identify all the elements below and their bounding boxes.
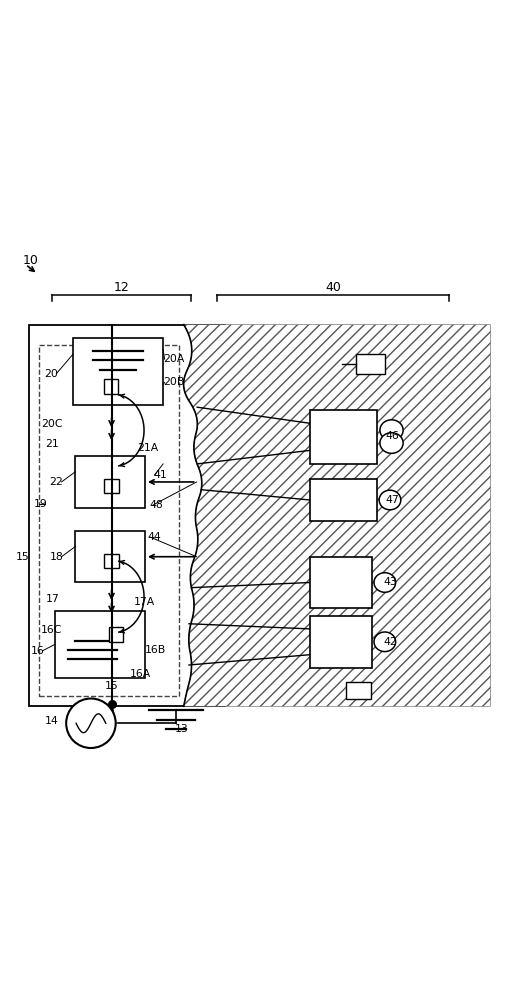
FancyBboxPatch shape [356,354,385,374]
Text: 17: 17 [45,594,59,604]
Circle shape [66,699,116,748]
FancyBboxPatch shape [55,611,145,678]
Ellipse shape [380,433,403,453]
Text: 20C: 20C [41,419,63,429]
FancyBboxPatch shape [104,479,119,493]
Text: 42: 42 [383,637,397,647]
Text: 40: 40 [325,281,341,294]
FancyBboxPatch shape [310,479,377,521]
FancyBboxPatch shape [109,627,124,642]
FancyBboxPatch shape [75,531,145,582]
Text: 46: 46 [386,431,400,441]
Text: 22: 22 [50,477,63,487]
Text: 20B: 20B [163,377,184,387]
FancyBboxPatch shape [73,338,163,405]
Text: 44: 44 [147,532,161,542]
FancyBboxPatch shape [310,410,377,464]
FancyBboxPatch shape [310,557,372,608]
Text: 18: 18 [50,552,63,562]
FancyBboxPatch shape [75,456,145,508]
Text: 15: 15 [16,552,29,562]
Text: 21: 21 [45,439,59,449]
Text: 16C: 16C [40,625,62,635]
FancyBboxPatch shape [104,554,119,568]
Text: 21A: 21A [137,443,158,453]
Text: 19: 19 [34,499,48,509]
Text: 14: 14 [44,716,58,726]
FancyBboxPatch shape [346,682,371,699]
FancyBboxPatch shape [103,379,118,394]
Text: 48: 48 [149,500,163,510]
Text: 16B: 16B [145,645,166,655]
Text: 16: 16 [31,646,44,656]
Ellipse shape [374,632,396,652]
Text: 12: 12 [114,281,130,294]
Text: 43: 43 [383,577,397,587]
Text: 16A: 16A [129,669,150,679]
Text: 13: 13 [174,724,188,734]
Text: 20: 20 [44,369,58,379]
Text: 47: 47 [386,495,400,505]
Text: 20A: 20A [163,354,184,364]
Ellipse shape [380,420,403,440]
Text: 41: 41 [154,470,168,480]
FancyBboxPatch shape [39,345,178,696]
Text: 17A: 17A [133,597,155,607]
Text: 15: 15 [104,681,118,691]
FancyBboxPatch shape [310,616,372,668]
Polygon shape [184,325,491,706]
Ellipse shape [379,490,401,510]
FancyBboxPatch shape [29,325,225,706]
Ellipse shape [374,573,396,592]
Text: 10: 10 [23,254,39,267]
